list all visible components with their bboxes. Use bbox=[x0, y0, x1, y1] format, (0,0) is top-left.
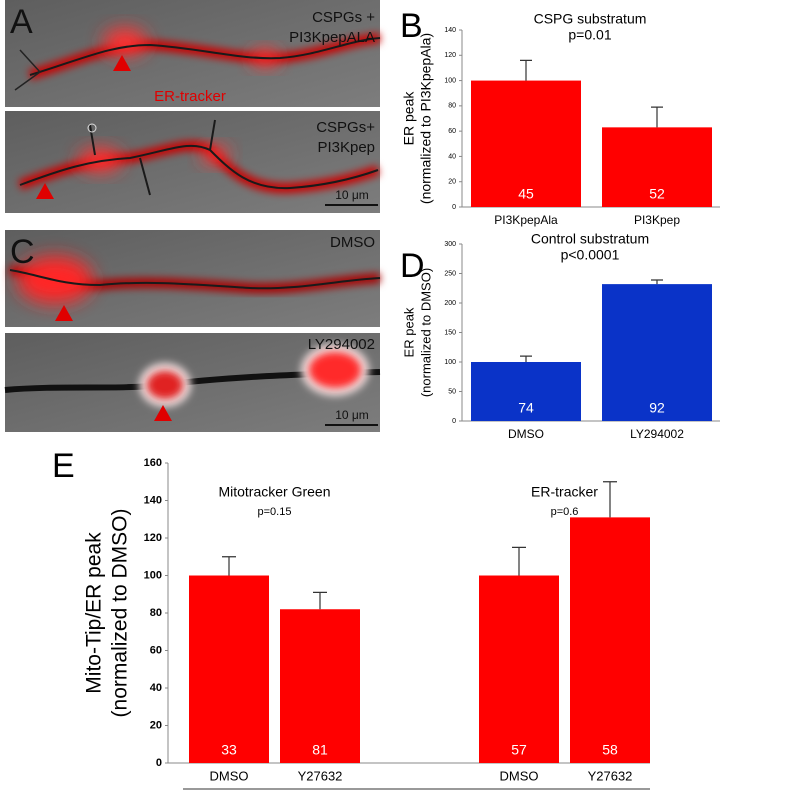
count-label: 92 bbox=[649, 400, 665, 416]
annotation: p=0.6 bbox=[551, 506, 579, 518]
scale-label: 10 μm bbox=[335, 408, 369, 422]
stain-label: ER-tracker bbox=[154, 88, 226, 105]
x-tick-label: DMSO bbox=[500, 768, 539, 783]
y-axis-label: Mito-Tip/ER peak bbox=[83, 532, 106, 694]
error-bar bbox=[651, 279, 663, 285]
y-tick-label: 100 bbox=[444, 77, 456, 84]
x-tick-label: Y27632 bbox=[588, 768, 633, 783]
bar bbox=[602, 284, 712, 421]
condition-label: CSPGs + bbox=[312, 9, 375, 26]
y-tick-label: 140 bbox=[444, 27, 456, 34]
error-bar bbox=[651, 106, 663, 128]
panel-label: A bbox=[10, 3, 33, 41]
bar bbox=[189, 575, 269, 763]
y-axis-label: (normalized to DMSO) bbox=[418, 268, 433, 397]
bar bbox=[570, 517, 650, 763]
y-tick-label: 40 bbox=[448, 153, 456, 160]
error-bar bbox=[603, 481, 617, 518]
y-tick-label: 120 bbox=[144, 532, 162, 544]
chart-title: CSPG substratum bbox=[534, 11, 647, 27]
y-tick-label: 200 bbox=[444, 300, 456, 307]
error-bar bbox=[520, 355, 532, 362]
y-tick-label: 0 bbox=[156, 757, 162, 769]
annotation: ER-tracker bbox=[531, 484, 598, 500]
condition-label: DMSO bbox=[330, 234, 375, 251]
chart-subtitle: p=0.01 bbox=[568, 27, 611, 43]
annotation: Mitotracker Green bbox=[218, 484, 330, 500]
y-tick-label: 60 bbox=[448, 128, 456, 135]
y-axis-label: ER peak bbox=[401, 307, 416, 357]
y-tick-label: 60 bbox=[150, 644, 162, 656]
condition-label: PI3KpepALA bbox=[289, 29, 375, 46]
bar bbox=[471, 80, 581, 207]
y-tick-label: 250 bbox=[444, 270, 456, 277]
y-tick-label: 20 bbox=[150, 719, 162, 731]
count-label: 57 bbox=[511, 742, 527, 758]
panel-label: B bbox=[400, 7, 423, 45]
y-tick-label: 100 bbox=[144, 569, 162, 581]
y-tick-label: 80 bbox=[150, 607, 162, 619]
y-axis-label: (normalized to DMSO) bbox=[109, 509, 132, 718]
error-bar bbox=[512, 546, 526, 576]
count-label: 58 bbox=[602, 742, 618, 758]
panel-label: E bbox=[52, 447, 75, 485]
y-tick-label: 140 bbox=[144, 494, 162, 506]
y-axis-label: ER peak bbox=[401, 91, 417, 146]
annotation: p=0.15 bbox=[258, 506, 292, 518]
x-tick-label: Y27632 bbox=[298, 768, 343, 783]
panel-label: C bbox=[10, 233, 35, 271]
error-bar bbox=[313, 591, 327, 610]
bar bbox=[471, 362, 581, 421]
chart-subtitle: p<0.0001 bbox=[561, 247, 620, 263]
error-bar bbox=[520, 59, 532, 81]
y-tick-label: 40 bbox=[150, 682, 162, 694]
x-tick-label: LY294002 bbox=[630, 427, 684, 441]
y-tick-label: 0 bbox=[452, 204, 456, 211]
bar bbox=[280, 609, 360, 763]
condition-label: CSPGs+ bbox=[316, 119, 375, 136]
count-label: 74 bbox=[518, 400, 534, 416]
y-tick-label: 150 bbox=[444, 329, 456, 336]
bar bbox=[602, 127, 712, 207]
condition-label: LY294002 bbox=[308, 336, 375, 353]
count-label: 52 bbox=[649, 186, 665, 202]
x-tick-label: PI3Kpep bbox=[634, 213, 680, 227]
x-tick-label: PI3KpepAla bbox=[494, 213, 558, 227]
x-tick-label: DMSO bbox=[210, 768, 249, 783]
y-tick-label: 50 bbox=[448, 388, 456, 395]
chart-title: Control substratum bbox=[531, 231, 649, 247]
count-label: 45 bbox=[518, 186, 534, 202]
y-tick-label: 20 bbox=[448, 179, 456, 186]
y-axis-label: (normalized to PI3KpepAla) bbox=[418, 33, 434, 204]
count-label: 33 bbox=[221, 742, 237, 758]
y-tick-label: 300 bbox=[444, 241, 456, 248]
condition-label: PI3Kpep bbox=[317, 139, 375, 156]
y-tick-label: 120 bbox=[444, 52, 456, 59]
error-bar bbox=[222, 556, 236, 576]
micrograph-a: A CSPGs + PI3KpepALA ER-tracker CSPGs+ P… bbox=[5, 0, 381, 213]
y-tick-label: 80 bbox=[448, 103, 456, 110]
y-tick-label: 0 bbox=[452, 418, 456, 425]
y-tick-label: 100 bbox=[444, 359, 456, 366]
count-label: 81 bbox=[312, 742, 328, 758]
micrograph-c: C DMSO LY294002 10 μm bbox=[4, 230, 381, 432]
x-tick-label: DMSO bbox=[508, 427, 544, 441]
scale-label: 10 μm bbox=[335, 188, 369, 202]
bar bbox=[479, 575, 559, 763]
panel-label: D bbox=[400, 247, 425, 285]
y-tick-label: 160 bbox=[144, 457, 162, 469]
